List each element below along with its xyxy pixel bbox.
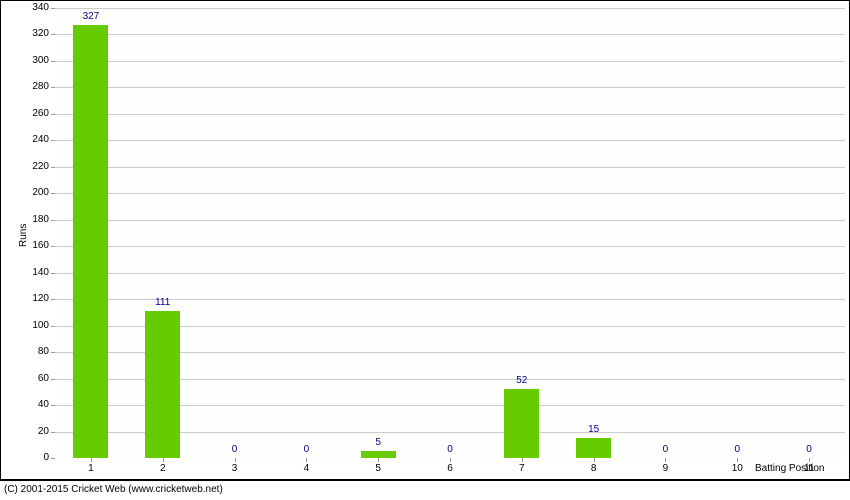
bar-value-label: 0	[210, 444, 260, 455]
y-tick-mark	[51, 140, 55, 141]
chart-container: 0204060801001201401601802002202402602803…	[0, 0, 850, 500]
bar-value-label: 111	[138, 297, 188, 308]
grid-line	[55, 193, 845, 194]
y-tick-mark	[51, 432, 55, 433]
x-tick-mark	[91, 458, 92, 462]
y-tick-label: 260	[19, 108, 49, 119]
y-tick-mark	[51, 246, 55, 247]
y-tick-mark	[51, 220, 55, 221]
x-tick-label: 1	[71, 463, 111, 474]
y-tick-mark	[51, 114, 55, 115]
y-tick-mark	[51, 273, 55, 274]
y-tick-label: 80	[19, 346, 49, 357]
grid-line	[55, 34, 845, 35]
bar-value-label: 5	[353, 437, 403, 448]
x-tick-label: 3	[215, 463, 255, 474]
y-tick-label: 120	[19, 293, 49, 304]
x-tick-mark	[522, 458, 523, 462]
grid-line	[55, 87, 845, 88]
y-tick-mark	[51, 299, 55, 300]
y-tick-mark	[51, 87, 55, 88]
y-tick-mark	[51, 352, 55, 353]
x-tick-label: 5	[358, 463, 398, 474]
y-tick-label: 220	[19, 161, 49, 172]
y-tick-label: 200	[19, 187, 49, 198]
x-tick-label: 2	[143, 463, 183, 474]
bar-value-label: 0	[640, 444, 690, 455]
bar-value-label: 0	[784, 444, 834, 455]
y-tick-mark	[51, 379, 55, 380]
y-tick-mark	[51, 458, 55, 459]
y-tick-mark	[51, 61, 55, 62]
x-tick-mark	[665, 458, 666, 462]
y-tick-mark	[51, 326, 55, 327]
bar	[361, 451, 396, 458]
bar-value-label: 15	[569, 424, 619, 435]
x-tick-label: 8	[574, 463, 614, 474]
x-tick-mark	[594, 458, 595, 462]
grid-line	[55, 140, 845, 141]
bar-value-label: 0	[712, 444, 762, 455]
y-tick-label: 300	[19, 55, 49, 66]
bar-value-label: 0	[425, 444, 475, 455]
y-tick-label: 0	[19, 452, 49, 463]
y-tick-label: 60	[19, 373, 49, 384]
x-tick-label: 10	[717, 463, 757, 474]
y-tick-mark	[51, 405, 55, 406]
y-tick-label: 140	[19, 267, 49, 278]
footer-copyright: (C) 2001-2015 Cricket Web (www.cricketwe…	[4, 484, 223, 495]
x-tick-mark	[378, 458, 379, 462]
y-tick-mark	[51, 193, 55, 194]
y-tick-label: 100	[19, 320, 49, 331]
y-axis-label: Runs	[18, 224, 29, 247]
x-tick-mark	[235, 458, 236, 462]
y-tick-mark	[51, 167, 55, 168]
y-tick-label: 40	[19, 399, 49, 410]
x-tick-label: 6	[430, 463, 470, 474]
grid-line	[55, 273, 845, 274]
bar-value-label: 52	[497, 375, 547, 386]
y-tick-label: 240	[19, 134, 49, 145]
bar-value-label: 327	[66, 11, 116, 22]
bar-value-label: 0	[281, 444, 331, 455]
x-axis-label: Batting Position	[755, 463, 825, 474]
grid-line	[55, 8, 845, 9]
x-tick-mark	[306, 458, 307, 462]
grid-line	[55, 220, 845, 221]
y-tick-label: 280	[19, 81, 49, 92]
grid-line	[55, 167, 845, 168]
grid-line	[55, 114, 845, 115]
bar	[145, 311, 180, 458]
x-tick-label: 9	[645, 463, 685, 474]
y-tick-label: 320	[19, 28, 49, 39]
y-tick-label: 20	[19, 426, 49, 437]
x-tick-mark	[163, 458, 164, 462]
x-tick-mark	[809, 458, 810, 462]
y-tick-mark	[51, 8, 55, 9]
grid-line	[55, 246, 845, 247]
y-tick-label: 340	[19, 2, 49, 13]
bar	[73, 25, 108, 458]
x-tick-mark	[737, 458, 738, 462]
y-tick-mark	[51, 34, 55, 35]
x-tick-label: 4	[286, 463, 326, 474]
bar	[504, 389, 539, 458]
footer-divider	[0, 480, 850, 481]
grid-line	[55, 61, 845, 62]
x-tick-label: 7	[502, 463, 542, 474]
bar	[576, 438, 611, 458]
x-tick-mark	[450, 458, 451, 462]
